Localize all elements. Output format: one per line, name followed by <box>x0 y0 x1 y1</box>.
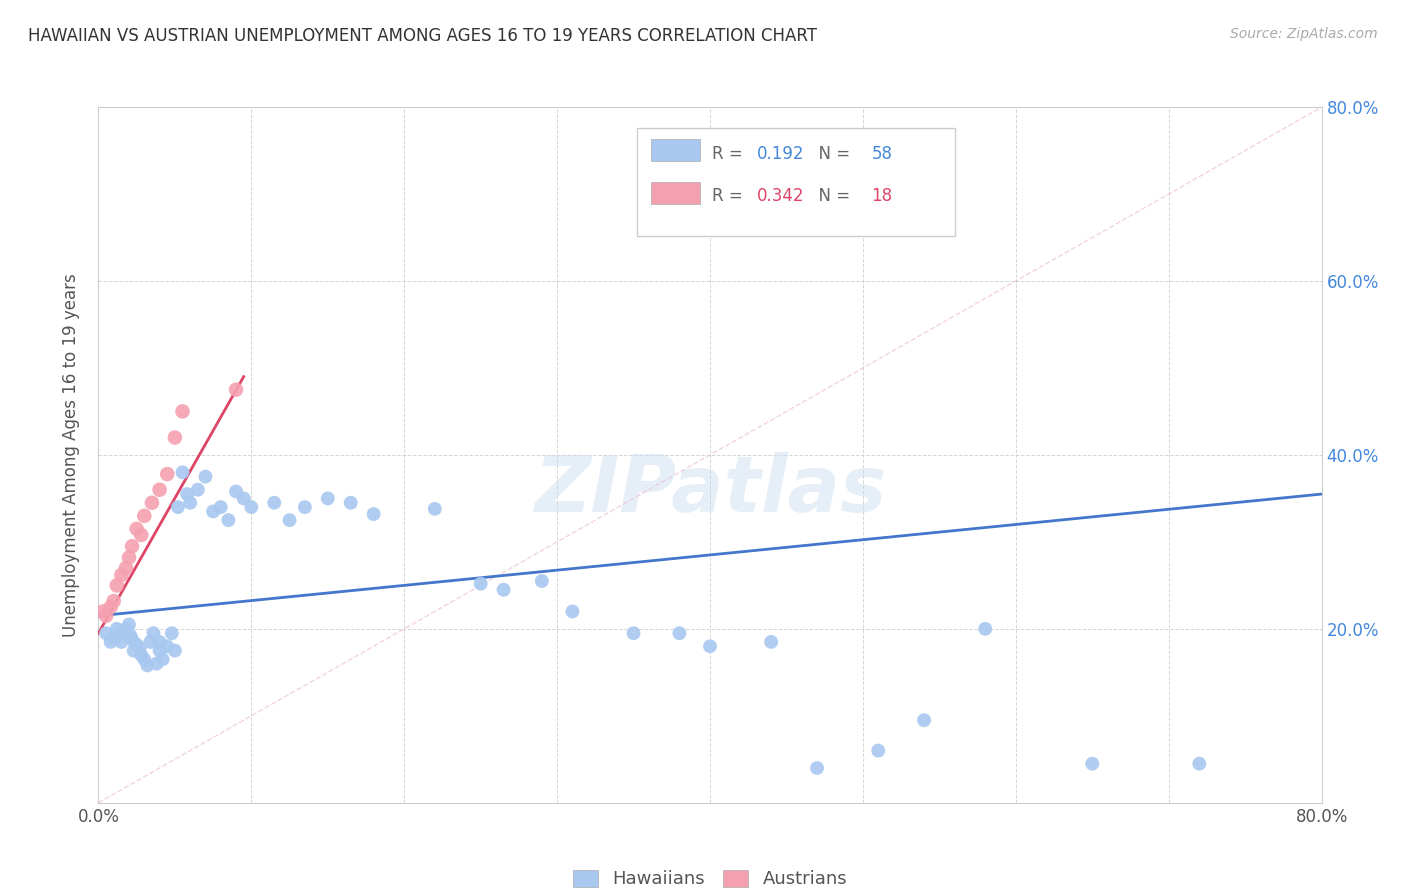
Point <box>125 638 148 652</box>
Point <box>103 631 125 645</box>
Point <box>530 574 553 588</box>
Point <box>120 629 142 643</box>
Text: 0.342: 0.342 <box>756 187 804 205</box>
Point <box>105 578 128 592</box>
Text: Source: ZipAtlas.com: Source: ZipAtlas.com <box>1230 27 1378 41</box>
Point <box>121 539 143 553</box>
Point <box>125 522 148 536</box>
Point <box>134 508 156 523</box>
Point <box>142 626 165 640</box>
Text: R =: R = <box>713 187 748 205</box>
Point <box>806 761 828 775</box>
Point <box>100 600 122 615</box>
Point <box>156 467 179 481</box>
Point <box>172 466 194 480</box>
Point <box>118 617 141 632</box>
Point <box>232 491 254 506</box>
Point <box>141 496 163 510</box>
Point <box>118 550 141 565</box>
Point <box>263 496 285 510</box>
Bar <box>651 182 700 204</box>
Point <box>105 622 128 636</box>
Point <box>209 500 232 514</box>
Point <box>668 626 690 640</box>
Text: 0.192: 0.192 <box>756 145 804 163</box>
Point <box>561 605 583 619</box>
Point <box>156 639 179 653</box>
Point <box>363 507 385 521</box>
Point <box>115 622 138 636</box>
Point <box>152 652 174 666</box>
Point <box>316 491 339 506</box>
Point <box>470 576 492 591</box>
Point <box>240 500 263 514</box>
Point <box>149 483 172 497</box>
Point <box>225 383 247 397</box>
Point <box>160 626 183 640</box>
Point <box>129 528 152 542</box>
FancyBboxPatch shape <box>637 128 955 235</box>
Point <box>339 496 361 510</box>
Text: 58: 58 <box>872 145 893 163</box>
Point <box>110 635 132 649</box>
Point <box>149 643 172 657</box>
Point <box>868 744 890 758</box>
Text: ZIPatlas: ZIPatlas <box>534 451 886 528</box>
Point <box>94 626 117 640</box>
Point <box>187 483 209 497</box>
Point <box>136 658 159 673</box>
Point <box>217 513 239 527</box>
Point <box>759 635 782 649</box>
Text: HAWAIIAN VS AUSTRIAN UNEMPLOYMENT AMONG AGES 16 TO 19 YEARS CORRELATION CHART: HAWAIIAN VS AUSTRIAN UNEMPLOYMENT AMONG … <box>28 27 817 45</box>
Point <box>194 469 217 483</box>
Point <box>623 626 645 640</box>
Point <box>172 404 194 418</box>
Point <box>202 504 225 518</box>
Point <box>129 648 152 662</box>
Point <box>121 632 143 647</box>
Legend: Hawaiians, Austrians: Hawaiians, Austrians <box>564 861 856 892</box>
Point <box>167 500 190 514</box>
Text: R =: R = <box>713 145 748 163</box>
Point <box>225 484 247 499</box>
Y-axis label: Unemployment Among Ages 16 to 19 years: Unemployment Among Ages 16 to 19 years <box>62 273 80 637</box>
Point <box>492 582 515 597</box>
Point <box>128 640 150 655</box>
Point <box>179 496 201 510</box>
Point <box>176 487 198 501</box>
Point <box>122 643 145 657</box>
Point <box>912 713 935 727</box>
Point <box>139 635 162 649</box>
Point <box>699 639 721 653</box>
Text: 18: 18 <box>872 187 893 205</box>
Point <box>974 622 997 636</box>
Point <box>103 594 125 608</box>
Point <box>91 605 114 619</box>
Point <box>423 501 446 516</box>
Point <box>94 608 117 623</box>
Point <box>294 500 316 514</box>
Point <box>134 652 156 666</box>
Point <box>1188 756 1211 771</box>
Point <box>149 635 172 649</box>
Point <box>115 561 138 575</box>
Point <box>1081 756 1104 771</box>
Text: N =: N = <box>808 145 855 163</box>
Point <box>145 657 167 671</box>
Point <box>163 643 186 657</box>
Point <box>110 568 132 582</box>
Point <box>100 635 122 649</box>
Point <box>110 626 132 640</box>
Point <box>163 431 186 445</box>
Point <box>278 513 301 527</box>
Text: N =: N = <box>808 187 855 205</box>
Bar <box>651 139 700 161</box>
